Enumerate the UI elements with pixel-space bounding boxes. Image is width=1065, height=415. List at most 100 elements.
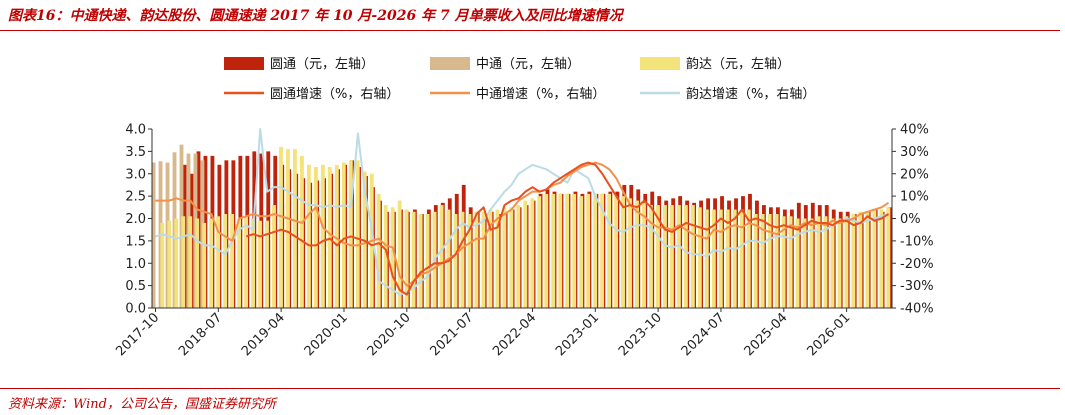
bar-2-5 [195,218,200,308]
title-rule [0,30,1060,31]
y-tick-label-0: 0.0 [125,302,146,317]
bar-2-34 [397,200,402,308]
footer-rule [0,388,1060,389]
bar-2-11 [237,218,242,308]
bar-2-58 [565,193,570,308]
x-tick-label-1: 2018-07 [176,310,225,359]
bar-2-38 [425,214,430,308]
bar-2-51 [516,205,521,308]
bar-2-23 [320,164,325,308]
bar-2-21 [306,164,311,308]
bar-2-68 [635,200,639,308]
bar-2-17 [279,146,283,308]
bar-2-10 [230,214,235,308]
legend-label-bar-1: 中通（元，左轴） [476,57,580,72]
y2-tick-label-8: 40% [900,123,929,138]
y2-tick-label-6: 20% [900,167,929,182]
bar-2-73 [670,205,674,308]
line-series-1 [155,161,890,287]
bar-2-66 [621,196,625,309]
bar-2-46 [481,211,486,308]
line-series-0 [245,161,890,296]
bar-2-32 [383,205,388,308]
y2-tick-label-5: 10% [900,190,929,205]
x-tick-label-7: 2023-01 [553,310,602,359]
y2-tick-label-0: -40% [900,302,934,317]
bar-2-94 [816,216,821,308]
bar-2-44 [467,214,472,308]
line-series-2 [155,128,889,296]
bar-2-50 [509,207,514,308]
bar-2-26 [341,162,346,308]
bar-2-33 [390,207,395,308]
y2-tick-label-2: -20% [900,257,934,272]
bar-2-45 [474,211,479,308]
y2-tick-label-3: -10% [900,234,934,249]
combo-chart: 圆通（元，左轴） 中通（元，左轴） 韵达（元，左轴） 圆通增速（%，右轴） 中通增速（%… [113,57,934,359]
bar-2-103 [879,209,884,308]
y-tick-label-4: 2.0 [125,212,146,227]
y-tick-label-5: 2.5 [125,190,146,205]
legend-swatch-bar-2 [640,57,680,70]
bar-2-67 [628,198,632,308]
bar-2-2 [174,218,179,308]
bar-2-24 [327,167,332,308]
x-tick-label-4: 2020-10 [365,310,414,359]
bar-2-43 [460,211,465,308]
bar-2-19 [293,149,297,308]
bar-2-101 [865,211,870,308]
bar-2-1 [167,220,172,308]
legend-swatch-bar-1 [430,57,470,70]
bar-2-89 [781,216,786,308]
bar-2-6 [202,222,207,308]
bar-2-47 [488,209,493,308]
bar-2-98 [844,216,849,308]
bar-2-42 [453,214,458,308]
bar-2-8 [216,216,221,308]
line-layer [155,128,890,296]
bar-2-81 [725,209,730,308]
bar-2-62 [593,193,598,308]
bar-2-36 [411,211,416,308]
bar-2-4 [188,216,193,308]
x-tick-label-5: 2021-07 [427,310,476,359]
x-tick-label-10: 2025-04 [742,310,791,359]
bar-2-49 [502,207,507,308]
bar-2-28 [355,160,360,308]
legend-label-bar-0: 圆通（元，左轴） [270,57,374,72]
bar-2-69 [642,202,646,308]
bar-2-55 [544,193,549,308]
bar-2-29 [362,171,367,308]
bar-2-54 [537,196,542,309]
x-tick-label-0: 2017-10 [113,310,162,359]
bar-2-77 [697,207,702,308]
bar-2-92 [802,218,807,308]
bar-2-7 [209,218,214,308]
bar-2-37 [418,214,423,308]
y-tick-label-7: 3.5 [125,145,146,160]
bar-2-90 [788,216,793,308]
x-tick-label-2: 2019-04 [239,310,288,359]
bar-2-79 [711,209,716,308]
bar-2-40 [439,205,444,308]
bar-2-61 [586,193,591,308]
x-tick-label-6: 2022-04 [490,310,539,359]
bar-2-9 [223,214,228,308]
bar-2-78 [704,209,709,308]
x-tick-label-8: 2023-10 [616,310,665,359]
bar-2-100 [858,211,863,308]
bar-2-63 [600,193,605,308]
bar-2-93 [809,218,814,308]
bar-2-97 [837,218,842,308]
bar-2-14 [258,220,262,308]
x-tick-label-9: 2024-07 [679,310,728,359]
bar-2-53 [530,198,535,308]
legend-label-line-2: 韵达增速（%，右轴） [686,87,815,102]
bar-2-91 [795,218,800,308]
bar-2-65 [614,196,618,309]
legend-label-line-0: 圆通增速（%，右轴） [270,87,399,102]
source-note: 资料来源：Wind，公司公告，国盛证券研究所 [8,397,276,412]
legend-swatch-bar-0 [224,57,264,70]
y-tick-label-2: 1.0 [125,257,146,272]
bar-2-0 [160,222,165,308]
